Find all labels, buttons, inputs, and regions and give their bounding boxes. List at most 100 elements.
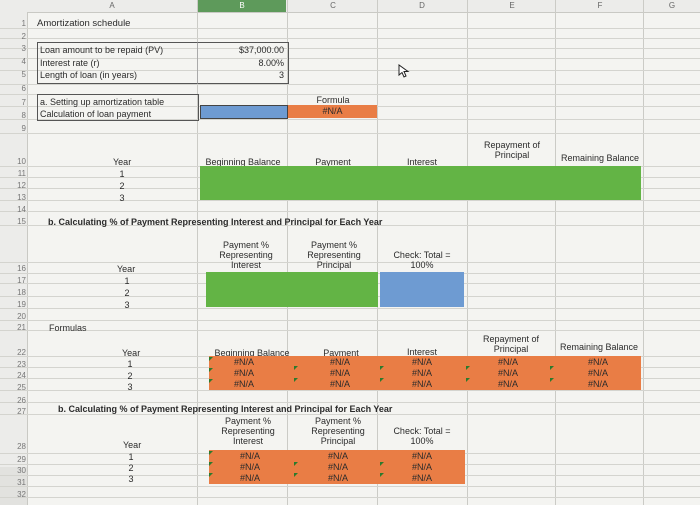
amortization-input-range[interactable] [200,166,641,200]
na-cell[interactable]: #N/A [587,379,608,389]
column-header-f[interactable]: F [597,1,603,10]
row-number[interactable]: 12 [17,181,26,190]
formula-header[interactable]: Formula [316,95,350,105]
row-number[interactable]: 27 [17,407,26,416]
na-cell[interactable]: #N/A [327,473,348,483]
row-number[interactable]: 5 [21,70,26,79]
column-header-d[interactable]: D [419,1,425,10]
column-header-a[interactable]: A [109,1,115,10]
row-number[interactable]: 13 [17,193,26,202]
formulas-b-output-range[interactable] [209,450,465,484]
year-cell[interactable]: 1 [124,276,130,286]
formulas-b-pct-principal-header[interactable]: Payment % Representing Principal [311,416,365,446]
formulas-label[interactable]: Formulas [49,323,87,333]
formulas-year-header[interactable]: Year [122,348,141,358]
row-number[interactable]: 20 [17,312,26,321]
formulas-b-year-header[interactable]: Year [123,440,142,450]
row-number[interactable]: 6 [21,84,26,93]
row-number[interactable]: 10 [17,157,26,166]
na-cell[interactable]: #N/A [233,379,254,389]
year-cell[interactable]: 2 [127,371,133,381]
interest-rate-label[interactable]: Interest rate (r) [40,58,100,68]
year-cell[interactable]: 2 [124,288,130,298]
na-cell[interactable]: #N/A [587,368,608,378]
formulas-output-range[interactable] [209,356,641,390]
column-header-c[interactable]: C [330,1,336,10]
row-number[interactable]: 32 [17,490,26,499]
formula-cell[interactable] [288,105,377,118]
row-number[interactable]: 29 [17,455,26,464]
na-cell[interactable]: #N/A [329,368,350,378]
row-number[interactable]: 4 [21,57,26,66]
na-cell[interactable]: #N/A [329,379,350,389]
beginning-balance-header[interactable]: Beginning Balance [205,157,281,167]
row-number[interactable]: 7 [21,98,26,107]
column-header-g[interactable]: G [668,1,676,10]
year-cell[interactable]: 1 [127,359,133,369]
row-number[interactable]: 22 [17,348,26,357]
na-cell[interactable]: #N/A [587,357,608,367]
section-b-title[interactable]: b. Calculating % of Payment Representing… [48,217,383,227]
na-cell[interactable]: #N/A [329,357,350,367]
na-cell[interactable]: #N/A [411,357,432,367]
repayment-header[interactable]: Repayment of Principal [483,140,541,160]
year-cell[interactable]: 3 [119,193,125,203]
interest-rate-value[interactable]: 8.00% [258,58,284,68]
year-cell[interactable]: 3 [124,300,130,310]
na-cell[interactable]: #N/A [239,451,260,461]
check-total-header[interactable]: Check: Total = 100% [393,250,451,270]
interest-header[interactable]: Interest [406,157,437,167]
na-cell[interactable]: #N/A [497,357,518,367]
row-number[interactable]: 23 [17,360,26,369]
row-number[interactable]: 18 [17,288,26,297]
row-number[interactable]: 1 [21,19,26,28]
pct-principal-header[interactable]: Payment % Representing Principal [307,240,361,270]
column-header-b[interactable]: B [239,1,245,10]
na-cell[interactable]: #N/A [411,368,432,378]
pct-input-range[interactable] [206,272,378,307]
year-cell[interactable]: 3 [128,474,134,484]
na-cell[interactable]: #N/A [233,357,254,367]
row-number[interactable]: 14 [17,205,26,214]
row-number[interactable]: 21 [17,323,26,332]
check-input-range[interactable] [380,272,464,307]
year-cell[interactable]: 1 [119,169,125,179]
loan-amount-label[interactable]: Loan amount to be repaid (PV) [40,45,164,55]
na-cell[interactable]: #N/A [411,379,432,389]
formulas-repayment-header[interactable]: Repayment of Principal [482,334,540,354]
formulas-beginning-header[interactable]: Beginning Balance [214,348,290,358]
na-cell[interactable]: #N/A [239,462,260,472]
row-number[interactable]: 9 [21,124,26,133]
row-number[interactable]: 11 [17,169,26,178]
row-number[interactable]: 31 [17,478,26,487]
na-cell[interactable]: #N/A [327,451,348,461]
na-cell[interactable]: #N/A [411,451,432,461]
formulas-payment-header[interactable]: Payment [323,348,359,358]
formulas-b-check-header[interactable]: Check: Total = 100% [393,426,451,446]
row-number[interactable]: 26 [17,396,26,405]
formulas-b-pct-interest-header[interactable]: Payment % Representing Interest [221,416,275,446]
row-number[interactable]: 17 [17,276,26,285]
loan-length-label[interactable]: Length of loan (in years) [40,70,138,80]
row-number[interactable]: 16 [17,264,26,273]
year-cell[interactable]: 3 [127,382,133,392]
row-number[interactable]: 24 [17,371,26,380]
na-cell[interactable]: #N/A [411,462,432,472]
year-header[interactable]: Year [113,157,132,167]
row-number[interactable]: 2 [21,32,26,41]
year-cell[interactable]: 1 [128,452,134,462]
row-number[interactable]: 28 [17,442,26,451]
na-cell[interactable]: #N/A [239,473,260,483]
formula-value[interactable]: #N/A [322,106,343,116]
row-number[interactable]: 3 [21,44,26,53]
row-number[interactable]: 30 [17,466,26,475]
row-number[interactable]: 8 [21,111,26,120]
loan-payment-input-cell[interactable] [200,105,288,119]
section-a-title[interactable]: a. Setting up amortization table [40,97,165,107]
na-cell[interactable]: #N/A [497,368,518,378]
na-cell[interactable]: #N/A [411,473,432,483]
formulas-interest-header[interactable]: Interest [406,347,437,357]
loan-payment-label[interactable]: Calculation of loan payment [40,109,152,119]
na-cell[interactable]: #N/A [233,368,254,378]
